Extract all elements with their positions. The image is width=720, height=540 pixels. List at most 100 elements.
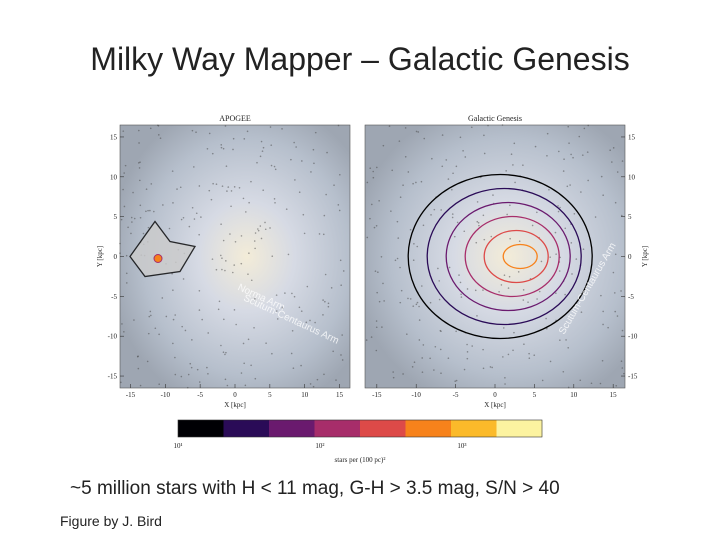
star-dot [158, 383, 160, 386]
star-dot [458, 274, 460, 276]
star-dot [620, 214, 623, 217]
star-dot [555, 253, 557, 255]
star-dot [482, 367, 485, 370]
star-dot [418, 339, 421, 341]
star-dot [133, 319, 135, 321]
star-dot [505, 170, 507, 172]
star-dot [120, 381, 122, 384]
star-dot [230, 205, 232, 208]
star-dot [318, 233, 321, 235]
star-dot [217, 308, 220, 311]
star-dot [517, 271, 520, 273]
colorbar-tick-label: 10² [315, 442, 324, 450]
star-dot [206, 366, 208, 369]
star-dot [460, 296, 463, 298]
star-dot [507, 287, 510, 289]
contour [129, 220, 197, 278]
star-dot [314, 131, 317, 134]
star-dot [221, 257, 223, 259]
star-dot [500, 284, 503, 286]
star-dot [614, 253, 617, 256]
star-dot [224, 269, 226, 272]
star-dot [341, 359, 344, 361]
star-dot [260, 237, 263, 240]
star-dot [374, 270, 377, 272]
star-dot [149, 209, 151, 212]
star-dot [607, 326, 609, 329]
star-dot [137, 367, 140, 370]
star-dot [193, 166, 195, 168]
star-dot [572, 156, 574, 159]
star-dot [233, 309, 236, 311]
star-dot [394, 259, 397, 262]
x-tick-label: 0 [233, 391, 237, 399]
star-dot [294, 179, 296, 181]
star-dot [600, 294, 602, 297]
star-dot [136, 355, 139, 358]
star-dot [375, 166, 378, 169]
star-dot [522, 299, 525, 301]
star-dot [138, 167, 141, 169]
star-dot [508, 275, 511, 278]
star-dot [375, 320, 378, 322]
panel-title: APOGEE [219, 114, 251, 123]
star-dot [602, 323, 604, 326]
star-dot [370, 336, 373, 338]
x-tick-label: 5 [268, 391, 272, 399]
star-dot [186, 386, 189, 389]
star-dot [487, 124, 489, 127]
star-dot [224, 378, 227, 381]
star-dot [276, 318, 279, 320]
star-dot [147, 209, 149, 212]
star-dot [291, 292, 293, 295]
y-tick-label: 10 [110, 173, 118, 181]
star-dot [400, 289, 403, 292]
star-dot [211, 258, 214, 260]
y-tick-label: 0 [114, 253, 118, 261]
star-dot [233, 264, 236, 266]
star-dot [284, 292, 286, 294]
x-tick-label: -15 [126, 391, 136, 399]
star-dot [429, 301, 432, 304]
star-dot [271, 255, 274, 257]
x-tick-label: -10 [161, 391, 171, 399]
star-dot [534, 145, 537, 148]
star-dot [238, 186, 241, 189]
x-tick-label: 15 [610, 391, 618, 399]
star-dot [206, 147, 209, 150]
star-dot [287, 253, 290, 256]
star-dot [275, 294, 278, 296]
star-dot [339, 259, 342, 262]
star-dot [616, 171, 619, 173]
star-dot [463, 230, 466, 233]
star-dot [549, 360, 552, 363]
star-dot [569, 184, 571, 186]
star-dot [242, 197, 245, 200]
star-dot [455, 165, 458, 168]
star-dot [459, 136, 462, 139]
star-dot [330, 287, 333, 289]
star-dot [254, 247, 256, 250]
star-dot [439, 348, 442, 351]
star-dot [293, 295, 296, 298]
y-axis-label: Y [kpc] [641, 246, 649, 267]
star-dot [285, 208, 288, 210]
star-dot [187, 373, 190, 376]
star-dot [240, 235, 243, 237]
star-dot [554, 231, 557, 234]
caption: ~5 million stars with H < 11 mag, G-H > … [70, 478, 560, 499]
star-dot [295, 146, 297, 148]
contour [445, 201, 571, 312]
star-dot [273, 198, 276, 200]
star-dot [611, 161, 613, 163]
star-dot [269, 227, 271, 229]
star-dot [243, 362, 245, 365]
star-dot [172, 289, 174, 291]
star-dot [456, 221, 459, 224]
star-dot [198, 233, 200, 236]
star-dot [223, 318, 225, 321]
star-dot [229, 233, 231, 235]
star-dot [417, 131, 420, 133]
star-dot [538, 290, 541, 293]
star-dot [291, 329, 294, 332]
